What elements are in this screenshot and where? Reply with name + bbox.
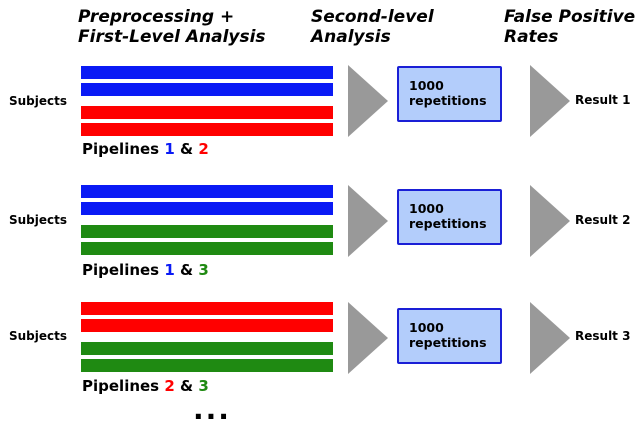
pipeline-b-number: 3 bbox=[198, 261, 209, 279]
pipeline-bar bbox=[81, 83, 333, 96]
repetitions-label: repetitions bbox=[409, 93, 487, 108]
subjects-label: Subjects bbox=[9, 213, 68, 227]
header-false-positive-line1: False Positive bbox=[504, 7, 636, 27]
repetitions-count: 1000 bbox=[409, 78, 444, 93]
pipeline-bar bbox=[81, 202, 333, 215]
pipelines-caption-amp: & bbox=[174, 140, 199, 158]
repetitions-count: 1000 bbox=[409, 320, 444, 335]
repetitions-box: 1000 repetitions bbox=[397, 189, 502, 245]
pipeline-row-2: Subjects Pipelines 1 & 3 1000 repetition… bbox=[0, 182, 640, 282]
pipeline-bar bbox=[81, 302, 333, 315]
pipeline-a-number: 2 bbox=[164, 377, 175, 395]
header-preprocessing-line1: Preprocessing + bbox=[78, 7, 235, 27]
pipeline-bar bbox=[81, 106, 333, 119]
pipeline-bar bbox=[81, 319, 333, 332]
result-label: Result 3 bbox=[575, 329, 631, 343]
header-preprocessing: Preprocessing + First-Level Analysis bbox=[78, 7, 266, 47]
arrow-icon bbox=[530, 185, 570, 257]
header-second-level-line1: Second-level bbox=[311, 7, 434, 27]
arrow-icon bbox=[348, 302, 388, 374]
pipelines-caption: Pipelines 2 & 3 bbox=[82, 377, 209, 395]
pipeline-row-1: Subjects Pipelines 1 & 2 1000 repetition… bbox=[0, 62, 640, 162]
header-second-level-line2: Analysis bbox=[311, 27, 391, 47]
repetitions-box: 1000 repetitions bbox=[397, 308, 502, 364]
repetitions-count: 1000 bbox=[409, 201, 444, 216]
subjects-label: Subjects bbox=[9, 94, 68, 108]
header-preprocessing-line2: First-Level Analysis bbox=[78, 27, 266, 47]
result-label: Result 1 bbox=[575, 93, 631, 107]
arrow-icon bbox=[530, 65, 570, 137]
pipeline-a-number: 1 bbox=[164, 261, 175, 279]
result-label: Result 2 bbox=[575, 213, 631, 227]
repetitions-label: repetitions bbox=[409, 335, 487, 350]
header-false-positive-line2: Rates bbox=[504, 27, 559, 47]
arrow-icon bbox=[348, 185, 388, 257]
pipelines-caption: Pipelines 1 & 3 bbox=[82, 261, 209, 279]
arrow-icon bbox=[348, 65, 388, 137]
pipeline-a-number: 1 bbox=[164, 140, 175, 158]
pipeline-bar bbox=[81, 359, 333, 372]
continuation-ellipsis: ... bbox=[193, 393, 231, 426]
arrow-icon bbox=[530, 302, 570, 374]
pipeline-b-number: 3 bbox=[198, 377, 209, 395]
pipeline-row-3: Subjects Pipelines 2 & 3 1000 repetition… bbox=[0, 299, 640, 399]
repetitions-label: repetitions bbox=[409, 216, 487, 231]
subjects-label: Subjects bbox=[9, 329, 68, 343]
pipeline-bar bbox=[81, 342, 333, 355]
header-false-positive-rates: False Positive Rates bbox=[504, 7, 635, 47]
pipelines-caption-amp: & bbox=[174, 261, 199, 279]
pipelines-caption: Pipelines 1 & 2 bbox=[82, 140, 209, 158]
pipeline-b-number: 2 bbox=[198, 140, 209, 158]
pipeline-bar bbox=[81, 66, 333, 79]
pipelines-caption-prefix: Pipelines bbox=[82, 261, 165, 279]
pipeline-bar bbox=[81, 225, 333, 238]
pipelines-caption-prefix: Pipelines bbox=[82, 140, 165, 158]
pipeline-bar bbox=[81, 242, 333, 255]
repetitions-box: 1000 repetitions bbox=[397, 66, 502, 122]
pipelines-caption-amp: & bbox=[174, 377, 199, 395]
pipelines-caption-prefix: Pipelines bbox=[82, 377, 165, 395]
pipeline-bar bbox=[81, 123, 333, 136]
header-second-level: Second-level Analysis bbox=[311, 7, 434, 47]
pipeline-bar bbox=[81, 185, 333, 198]
